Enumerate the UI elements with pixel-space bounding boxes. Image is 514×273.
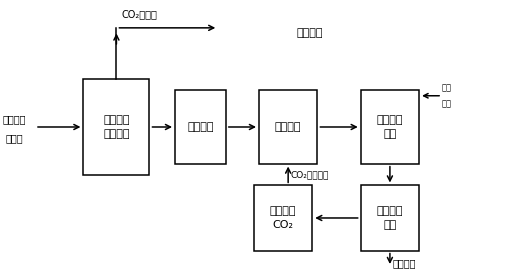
Text: 烃类产品: 烃类产品 [393,258,416,268]
Bar [259,90,318,164]
Bar [254,185,313,251]
Text: CO₂含烃尾气: CO₂含烃尾气 [291,170,329,179]
Bar [361,90,419,164]
Text: 二级初冷: 二级初冷 [275,122,301,132]
Text: 低温甲醇: 低温甲醇 [3,114,26,124]
Bar [175,90,226,164]
Bar [361,185,419,251]
Text: 收剂: 收剂 [442,99,452,108]
Text: 冷醇解吸
单元: 冷醇解吸 单元 [377,206,403,230]
Bar [83,79,150,174]
Text: 烃类吸附
浓缩工序: 烃类吸附 浓缩工序 [103,115,130,139]
Text: CO₂排放气: CO₂排放气 [121,9,157,19]
Text: 一级初冷: 一级初冷 [187,122,214,132]
Text: 洗尾气: 洗尾气 [6,133,24,143]
Text: 闪蒸回收
CO₂: 闪蒸回收 CO₂ [270,206,296,230]
Text: 冷醇吸收
单元: 冷醇吸收 单元 [377,115,403,139]
Text: 醇吸: 醇吸 [442,83,452,92]
Text: 烃类组分: 烃类组分 [297,28,323,38]
